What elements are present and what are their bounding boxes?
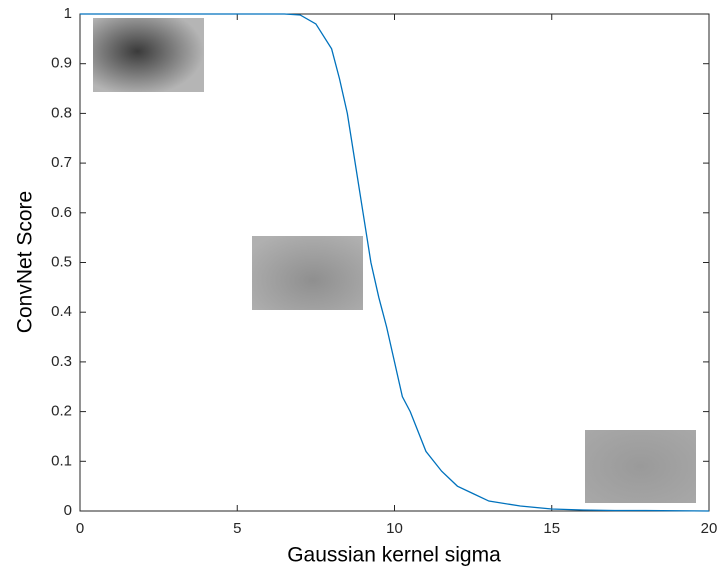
y-tick-label: 0.2 [51, 403, 72, 420]
y-tick-label: 0.7 [51, 154, 72, 171]
x-tick-label: 15 [543, 520, 560, 537]
y-tick-label: 0.3 [51, 353, 72, 370]
y-tick-label: 0 [64, 502, 72, 519]
line-series [80, 13, 710, 512]
y-tick-label: 0.5 [51, 253, 72, 270]
y-tick-label: 0.6 [51, 204, 72, 221]
inset-image [585, 430, 696, 503]
y-tick-label: 1 [64, 5, 72, 22]
y-tick-label: 0.1 [51, 452, 72, 469]
x-axis-title: Gaussian kernel sigma [287, 544, 501, 567]
inset-image [252, 236, 363, 310]
x-tick-label: 10 [386, 520, 403, 537]
y-axis-title: ConvNet Score [14, 191, 37, 333]
y-tick-label: 0.9 [51, 55, 72, 72]
y-tick-label: 0.8 [51, 104, 72, 121]
x-tick-label: 0 [76, 520, 84, 537]
plot-frame [79, 13, 710, 512]
y-tick-label: 0.4 [51, 303, 72, 320]
inset-image [93, 18, 204, 92]
x-tick-label: 20 [701, 520, 718, 537]
x-tick-label: 5 [233, 520, 241, 537]
